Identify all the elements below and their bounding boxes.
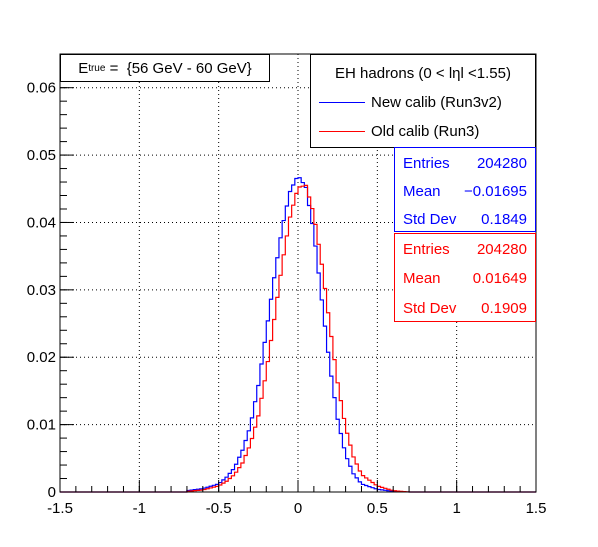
stats-new-entries-value: 204280 xyxy=(476,155,527,172)
x-tick-label: -1.5 xyxy=(47,500,73,517)
legend-label-new: New calib (Run3v2) xyxy=(371,93,502,111)
energy-subscript: true xyxy=(88,62,106,74)
stats-old-entries-value: 204280 xyxy=(476,241,527,258)
stats-new-mean: Mean −0.01695 xyxy=(403,183,527,200)
legend-label-old: Old calib (Run3) xyxy=(371,122,480,140)
stats-old-std-label: Std Dev xyxy=(403,300,457,317)
stats-new-std-label: Std Dev xyxy=(403,211,457,228)
y-tick-label: 0.06 xyxy=(27,80,56,97)
stats-old-mean-label: Mean xyxy=(403,270,441,287)
stats-old-mean: Mean 0.01649 xyxy=(403,270,527,287)
y-tick-labels: 0 0.01 0.02 0.03 0.04 0.05 0.06 xyxy=(27,80,56,501)
y-tick-label: 0.02 xyxy=(27,349,56,366)
legend-header: EH hadrons (0 < lηl <1.55) xyxy=(335,65,511,82)
stats-new-std-value: 0.1849 xyxy=(481,211,527,228)
axis-ticks xyxy=(59,60,537,493)
x-tick-labels: -1.5 -1 -0.5 0 0.5 1 1.5 xyxy=(47,500,546,517)
stats-new-mean-value: −0.01695 xyxy=(464,183,527,200)
y-tick-label: 0 xyxy=(48,484,56,501)
y-tick-label: 0.04 xyxy=(27,214,56,231)
stats-new-entries-label: Entries xyxy=(403,155,450,172)
x-tick-label: -0.5 xyxy=(206,500,232,517)
legend: EH hadrons (0 < lηl <1.55) New calib (Ru… xyxy=(310,54,536,148)
legend-line-new xyxy=(319,101,365,103)
energy-range: = {56 GeV - 60 GeV} xyxy=(105,59,252,77)
legend-entry-new: New calib (Run3v2) xyxy=(319,92,502,112)
energy-symbol: E xyxy=(78,59,89,77)
y-tick-label: 0.03 xyxy=(27,282,56,299)
stats-new-std: Std Dev 0.1849 xyxy=(403,211,527,228)
stats-new-entries: Entries 204280 xyxy=(403,155,527,172)
y-tick-label: 0.05 xyxy=(27,147,56,164)
x-tick-label: 1 xyxy=(452,500,460,517)
stats-old-std-value: 0.1909 xyxy=(481,300,527,317)
x-tick-label: 1.5 xyxy=(526,500,547,517)
legend-entry-old: Old calib (Run3) xyxy=(319,121,479,141)
stats-box-new: Entries 204280 Mean −0.01695 Std Dev 0.1… xyxy=(394,147,536,232)
x-tick-label: 0.5 xyxy=(367,500,388,517)
stats-old-std: Std Dev 0.1909 xyxy=(403,300,527,317)
stats-new-mean-label: Mean xyxy=(403,183,441,200)
stats-old-entries: Entries 204280 xyxy=(403,241,527,258)
stats-box-old: Entries 204280 Mean 0.01649 Std Dev 0.19… xyxy=(394,233,536,322)
y-tick-label: 0.01 xyxy=(27,417,56,434)
x-tick-label: 0 xyxy=(294,500,302,517)
x-tick-label: -1 xyxy=(133,500,146,517)
stats-old-entries-label: Entries xyxy=(403,241,450,258)
legend-line-old xyxy=(319,130,365,132)
stats-old-mean-value: 0.01649 xyxy=(472,270,527,287)
